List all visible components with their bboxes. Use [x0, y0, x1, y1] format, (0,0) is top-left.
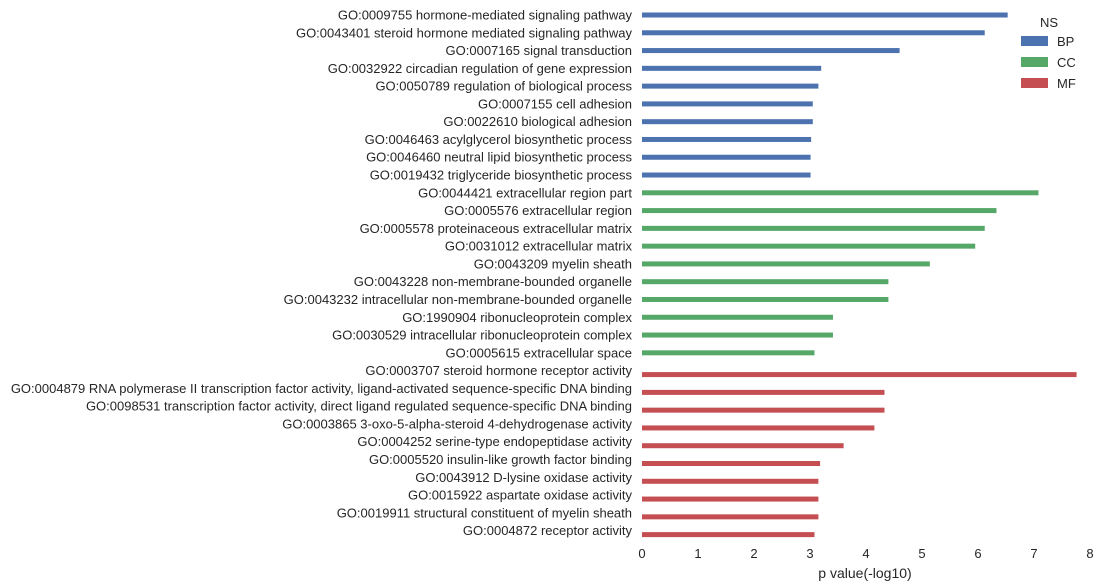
- category-label: GO:0046463 acylglycerol biosynthetic pro…: [365, 132, 633, 147]
- category-label: GO:0004252 serine-type endopeptidase act…: [357, 434, 632, 449]
- legend: NS BP CC MF: [1021, 15, 1076, 91]
- bar-cc: [642, 261, 930, 267]
- category-label: GO:0043209 myelin sheath: [474, 256, 632, 271]
- category-label: GO:0009755 hormone-mediated signaling pa…: [338, 8, 633, 23]
- category-label: GO:0030529 intracellular ribonucleoprote…: [332, 328, 632, 343]
- bar-mf: [642, 389, 885, 395]
- bar-bp: [642, 30, 985, 36]
- category-label: GO:1990904 ribonucleoprotein complex: [402, 310, 632, 325]
- bar-mf: [642, 407, 885, 413]
- legend-label: CC: [1057, 55, 1076, 70]
- x-tick-label: 4: [862, 546, 869, 561]
- x-tick-label: 8: [1086, 546, 1093, 561]
- bar-bp: [642, 172, 811, 178]
- bar-mf: [642, 532, 815, 538]
- bar-cc: [642, 314, 833, 320]
- legend-label: MF: [1057, 76, 1076, 91]
- category-label: GO:0043232 intracellular non-membrane-bo…: [284, 292, 632, 307]
- category-label: GO:0015922 aspartate oxidase activity: [408, 488, 633, 503]
- x-tick-label: 2: [750, 546, 757, 561]
- x-axis-ticks: 0 1 2 3 4 5 6 7 8: [638, 546, 1093, 561]
- bar-bp: [642, 101, 813, 107]
- bar-cc: [642, 332, 833, 338]
- legend-label: BP: [1057, 34, 1074, 49]
- x-tick-label: 7: [1030, 546, 1037, 561]
- legend-swatch-bp: [1021, 36, 1048, 46]
- bar-mf: [642, 443, 844, 449]
- bar-cc: [642, 243, 976, 249]
- category-label: GO:0003707 steroid hormone receptor acti…: [365, 363, 632, 378]
- category-label: GO:0007165 signal transduction: [446, 43, 632, 58]
- x-tick-label: 0: [638, 546, 645, 561]
- bar-mf: [642, 496, 819, 502]
- legend-swatch-mf: [1021, 78, 1048, 88]
- bar-cc: [642, 296, 889, 302]
- bar-mf: [642, 478, 819, 484]
- x-tick-label: 6: [974, 546, 981, 561]
- bar-cc: [642, 350, 815, 356]
- bar-bp: [642, 12, 1008, 18]
- bar-cc: [642, 279, 889, 285]
- x-axis-label: p value(-log10): [818, 565, 911, 581]
- bar-bp: [642, 65, 822, 71]
- category-label: GO:0004879 RNA polymerase II transcripti…: [11, 381, 632, 396]
- x-tick-label: 3: [806, 546, 813, 561]
- category-label: GO:0005520 insulin-like growth factor bi…: [369, 452, 632, 467]
- category-label: GO:0098531 transcription factor activity…: [86, 399, 632, 414]
- category-label: GO:0007155 cell adhesion: [478, 96, 632, 111]
- bar-bp: [642, 83, 819, 89]
- category-label: GO:0005576 extracellular region: [444, 203, 632, 218]
- x-tick-label: 1: [694, 546, 701, 561]
- category-label: GO:0050789 regulation of biological proc…: [375, 79, 632, 94]
- bar-bp: [642, 119, 813, 125]
- category-label: GO:0022610 biological adhesion: [443, 114, 632, 129]
- category-label: GO:0004872 receptor activity: [463, 523, 633, 538]
- category-label: GO:0032922 circadian regulation of gene …: [328, 61, 632, 76]
- category-label: GO:0046460 neutral lipid biosynthetic pr…: [366, 150, 632, 165]
- category-label: GO:0043401 steroid hormone mediated sign…: [296, 25, 633, 40]
- legend-title: NS: [1040, 15, 1058, 30]
- category-label: GO:0031012 extracellular matrix: [445, 239, 633, 254]
- category-label: GO:0044421 extracellular region part: [418, 185, 632, 200]
- category-label: GO:0019432 triglyceride biosynthetic pro…: [370, 168, 633, 183]
- category-labels: GO:0009755 hormone-mediated signaling pa…: [11, 8, 633, 539]
- category-label: GO:0005578 proteinaceous extracellular m…: [360, 221, 633, 236]
- legend-swatch-cc: [1021, 57, 1048, 67]
- bar-bp: [642, 136, 812, 142]
- bar-cc: [642, 225, 985, 231]
- category-label: GO:0003865 3-oxo-5-alpha-steroid 4-dehyd…: [282, 416, 632, 431]
- bar-bp: [642, 154, 811, 160]
- category-label: GO:0019911 structural constituent of mye…: [337, 505, 632, 520]
- bar-mf: [642, 514, 819, 520]
- bars-group: [642, 12, 1077, 538]
- x-tick-label: 5: [918, 546, 925, 561]
- bar-mf: [642, 461, 821, 466]
- bar-mf: [642, 425, 875, 431]
- bar-cc: [642, 190, 1039, 196]
- category-label: GO:0043228 non-membrane-bounded organell…: [354, 274, 632, 289]
- bar-cc: [642, 208, 997, 214]
- bar-bp: [642, 48, 900, 54]
- bar-mf: [642, 372, 1077, 378]
- category-label: GO:0043912 D-lysine oxidase activity: [415, 470, 632, 485]
- category-label: GO:0005615 extracellular space: [446, 345, 632, 360]
